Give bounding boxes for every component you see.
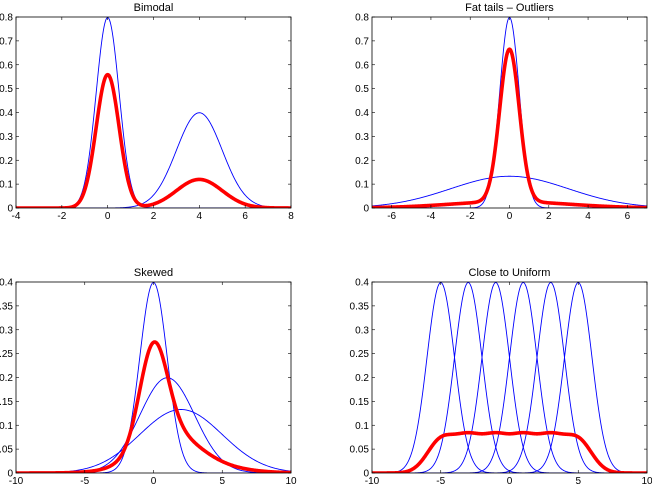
y-tick-label: 0.5: [0, 84, 13, 95]
y-tick-label: 0: [7, 469, 13, 480]
x-tick-label: 4: [197, 211, 203, 222]
y-tick-label: 0.8: [355, 13, 369, 24]
y-tick-label: 0.05: [0, 445, 13, 456]
x-tick-label: -10: [365, 476, 380, 486]
y-tick-label: 0.6: [0, 60, 13, 71]
y-tick-label: 0.25: [0, 349, 13, 360]
component-density-line-2: [16, 112, 291, 208]
x-tick-label: -6: [387, 211, 396, 222]
x-tick-label: 0: [105, 211, 111, 222]
y-tick-label: 0.3: [355, 132, 369, 143]
component-density-line-1: [372, 282, 647, 473]
y-tick-label: 0: [7, 204, 13, 215]
x-tick-label: -10: [9, 476, 24, 486]
y-tick-label: 0.4: [355, 278, 369, 289]
y-tick-label: 0.4: [0, 278, 13, 289]
panel-title: Skewed: [134, 267, 173, 279]
x-tick-label: -2: [466, 211, 475, 222]
x-tick-label: 5: [219, 476, 225, 486]
y-tick-label: 0.4: [355, 108, 369, 119]
y-tick-label: 0.7: [355, 36, 369, 47]
y-tick-label: 0.2: [355, 156, 369, 167]
x-tick-label: 0: [507, 211, 513, 222]
panel-title: Close to Uniform: [469, 267, 551, 279]
y-tick-label: 0.15: [350, 397, 370, 408]
panel-close-to-uniform: Close to Uniform -10 -5 0 5 10 0 0.05 0.1 0.15 0.…: [350, 267, 652, 486]
y-tick-label: 0.2: [0, 156, 13, 167]
x-tick-label: 2: [546, 211, 552, 222]
y-tick-label: 0.1: [0, 180, 13, 191]
y-tick-label: 0.25: [350, 349, 370, 360]
y-tick-label: 0.3: [0, 132, 13, 143]
y-tick-label: 0.5: [355, 84, 369, 95]
x-tick-label: 6: [625, 211, 631, 222]
x-tick-label: -5: [80, 476, 89, 486]
y-tick-label: 0.3: [0, 325, 13, 336]
x-tick-label: 6: [242, 211, 248, 222]
y-tick-label: 0.1: [355, 180, 369, 191]
y-tick-label: 0: [363, 204, 369, 215]
mixture-density-line: [372, 430, 647, 473]
y-tick-label: 0.35: [350, 301, 370, 312]
panel-bimodal: Bimodal -4 -2 0 2 4 6 8 0 0.1 0.2 0.3 0.4 0.5 0.6 0.7 0…: [0, 2, 294, 222]
x-tick-label: 8: [288, 211, 294, 222]
y-tick-label: 0.4: [0, 108, 13, 119]
y-tick-label: 0: [363, 469, 369, 480]
y-tick-label: 0.2: [0, 373, 13, 384]
panel-title: Bimodal: [134, 2, 174, 14]
x-tick-label: -5: [436, 476, 445, 486]
y-tick-label: 0.2: [355, 373, 369, 384]
x-tick-label: -4: [426, 211, 435, 222]
panel-title: Fat tails – Outliers: [465, 2, 554, 14]
panel-fat-tails: Fat tails – Outliers -6 -4 -2 0 2 4 6 0 0.1 0.2 0.…: [355, 2, 648, 222]
x-tick-label: 10: [285, 476, 297, 486]
y-tick-label: 0.8: [0, 13, 13, 24]
y-tick-label: 0.1: [0, 421, 13, 432]
y-tick-label: 0.15: [0, 397, 13, 408]
component-density-line-2: [372, 175, 647, 207]
x-tick-label: 0: [151, 476, 157, 486]
x-tick-label: -4: [12, 211, 21, 222]
component-density-line-4: [372, 282, 647, 473]
x-tick-label: 2: [151, 211, 157, 222]
y-tick-label: 0.7: [0, 36, 13, 47]
x-tick-label: 5: [575, 476, 581, 486]
y-tick-label: 0.35: [0, 301, 13, 312]
y-tick-label: 0.3: [355, 325, 369, 336]
x-tick-label: 0: [507, 476, 513, 486]
x-tick-label: 10: [641, 476, 652, 486]
y-tick-label: 0.1: [355, 421, 369, 432]
y-tick-label: 0.6: [355, 60, 369, 71]
component-density-line-6: [372, 282, 647, 473]
mixture-density-line: [372, 47, 647, 208]
panel-skewed: Skewed -10 -5 0 5 10 0 0.05 0.1 0.15 0.2 0.25 0.3 0.…: [0, 267, 297, 486]
x-tick-label: 4: [585, 211, 591, 222]
x-tick-label: -2: [57, 211, 66, 222]
y-tick-label: 0.05: [350, 445, 370, 456]
